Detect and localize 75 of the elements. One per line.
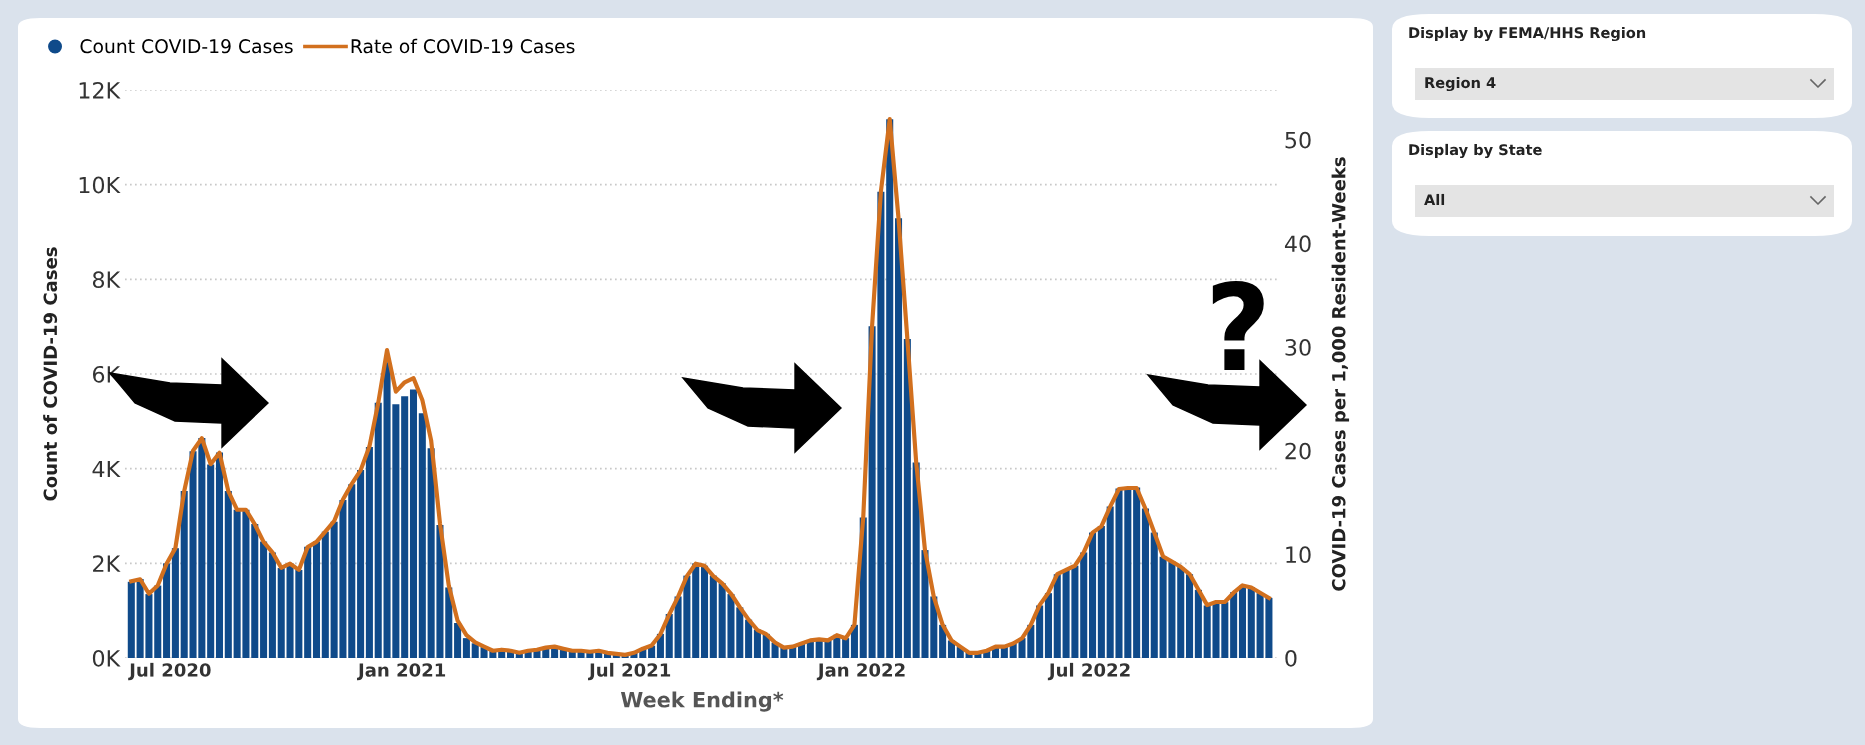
bar <box>1177 567 1185 658</box>
bar <box>842 638 850 658</box>
y-tick-label: 8K <box>92 271 121 289</box>
bar <box>365 446 373 658</box>
bar <box>895 218 903 658</box>
bar <box>163 563 171 658</box>
bar <box>454 622 462 658</box>
x-tick-label: Jul 2020 <box>128 662 211 681</box>
y-tick-label: 2K <box>93 555 121 572</box>
y-tick-label: 12K <box>79 81 121 99</box>
x-tick-label: Jul 2022 <box>1047 662 1130 681</box>
y-axis-title: Count of COVID-19 Cases <box>43 247 58 501</box>
bar <box>745 619 753 658</box>
x-tick-label: Jul 2021 <box>588 662 671 681</box>
y2-axis-title: COVID-19 Cases per 1,000 Resident-Weeks <box>1331 157 1350 591</box>
bar <box>357 470 365 658</box>
bar <box>304 546 312 658</box>
bar <box>348 484 356 658</box>
bar <box>1053 574 1061 658</box>
y2-tick-label: 50 <box>1285 131 1311 149</box>
bar <box>1044 593 1052 658</box>
bar <box>268 552 276 658</box>
bar <box>224 490 232 658</box>
bar <box>903 338 911 658</box>
bar <box>1230 592 1238 658</box>
legend-label: Count COVID-19 Cases <box>80 39 293 54</box>
text: Display by State <box>1409 143 1542 159</box>
x-tick-label: Jan 2021 <box>357 663 446 681</box>
bar <box>1141 508 1149 658</box>
bar <box>753 629 761 658</box>
y-tick-label: 10K <box>79 176 121 194</box>
bar <box>260 541 268 658</box>
bar <box>1036 605 1044 658</box>
bar <box>154 585 162 658</box>
text: Region 4 <box>1425 76 1496 92</box>
bar <box>1097 525 1105 658</box>
line-series <box>129 116 1272 657</box>
bar <box>692 563 700 658</box>
y-tick-label: 0K <box>92 649 121 667</box>
bar <box>374 402 382 658</box>
bar <box>709 575 717 658</box>
bar <box>215 452 224 658</box>
y2-tick-label: 30 <box>1285 339 1311 356</box>
bar <box>171 548 179 658</box>
bar <box>1150 532 1158 658</box>
bar <box>1238 585 1246 658</box>
y2-tick-label: 10 <box>1286 546 1311 564</box>
x-axis-title: Week Ending* <box>620 691 784 712</box>
bar <box>1194 589 1202 658</box>
bar <box>251 524 259 658</box>
bar <box>462 638 470 658</box>
y-tick-label: 4K <box>92 460 121 478</box>
bar <box>1247 587 1255 658</box>
bar <box>321 531 329 658</box>
y2-tick-label: 20 <box>1285 442 1311 460</box>
bar <box>277 568 285 658</box>
bar <box>700 565 709 658</box>
y2-tick-label: 40 <box>1284 235 1311 253</box>
bar <box>418 413 426 658</box>
bar <box>1080 552 1088 658</box>
text: Display by FEMA/HHS Region <box>1409 26 1646 42</box>
bar <box>1186 574 1194 658</box>
bar <box>409 389 418 658</box>
y2-tick-label: 0 <box>1285 649 1297 667</box>
bar <box>1089 532 1097 658</box>
bar <box>180 490 188 658</box>
bar <box>1133 487 1141 658</box>
bar <box>312 541 321 658</box>
legend-label: Rate of COVID-19 Cases <box>351 38 575 54</box>
bar <box>207 464 215 658</box>
bar <box>401 396 409 658</box>
bar <box>886 119 894 658</box>
x-tick-label: Jan 2022 <box>816 663 905 681</box>
text: All <box>1424 193 1445 206</box>
bar <box>127 581 135 658</box>
